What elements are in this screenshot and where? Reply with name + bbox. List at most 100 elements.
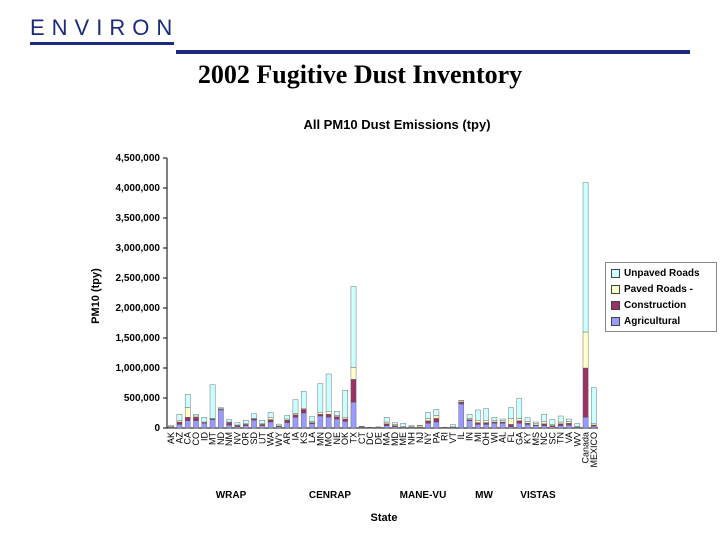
x-tick-label: MI bbox=[473, 432, 483, 442]
x-tick-label: MD bbox=[390, 432, 400, 446]
bar-segment bbox=[350, 379, 357, 403]
bar-segment bbox=[317, 414, 324, 417]
bar-segment bbox=[433, 409, 440, 416]
bar-segment bbox=[466, 420, 473, 429]
legend-label: Construction bbox=[624, 300, 687, 311]
bar-segment bbox=[300, 391, 307, 409]
x-tick-label: VA bbox=[564, 432, 574, 443]
bar-segment bbox=[383, 421, 390, 424]
bar-segment bbox=[300, 412, 307, 429]
bar-segment bbox=[541, 425, 547, 429]
legend-item-unpaved: Unpaved Roads bbox=[611, 268, 700, 279]
environ-logo: ENVIRON bbox=[30, 16, 174, 45]
bar-segment bbox=[417, 425, 423, 427]
bar-segment bbox=[524, 417, 531, 422]
x-tick-label: ID bbox=[199, 431, 209, 441]
bar-segment bbox=[284, 415, 290, 420]
bar-segment bbox=[566, 423, 572, 426]
bar-segment bbox=[350, 402, 357, 429]
bar-segment bbox=[284, 420, 290, 423]
y-tick-label: 1,500,000 bbox=[116, 333, 161, 344]
bar-segment bbox=[267, 417, 274, 420]
bar-segment bbox=[582, 331, 589, 369]
x-tick-label: RI bbox=[440, 432, 450, 441]
x-tick-label: AR bbox=[282, 432, 292, 445]
bar-segment bbox=[184, 420, 191, 429]
y-axis-label: PM10 (tpy) bbox=[90, 268, 102, 324]
region-label: MANE-VU bbox=[400, 490, 447, 501]
bar-segment bbox=[284, 422, 290, 429]
bar-segment bbox=[458, 403, 465, 429]
legend-label: Paved Roads - bbox=[624, 284, 693, 295]
x-tick-label: PA bbox=[431, 432, 441, 443]
bar-segment bbox=[334, 418, 340, 429]
bar-segment bbox=[325, 373, 332, 412]
bar-segment bbox=[234, 422, 241, 426]
bar-segment bbox=[300, 409, 307, 414]
x-tick-label: ND bbox=[216, 432, 226, 445]
region-label: CENRAP bbox=[309, 490, 352, 501]
bar-segment bbox=[325, 414, 332, 418]
x-tick-label: NJ bbox=[415, 432, 425, 443]
x-tick-label: NC bbox=[539, 432, 549, 445]
x-tick-label: KY bbox=[523, 432, 533, 444]
bar-segment bbox=[458, 402, 465, 405]
bar-segment bbox=[475, 420, 481, 423]
bar-segment bbox=[317, 383, 324, 413]
bar-segment bbox=[425, 423, 431, 429]
x-tick-label: CO bbox=[191, 432, 201, 446]
legend-swatch bbox=[611, 284, 620, 294]
bar-segment bbox=[176, 420, 183, 423]
y-tick-label: 3,000,000 bbox=[116, 243, 161, 254]
y-tick-label: 500,000 bbox=[124, 393, 161, 404]
bar-segment bbox=[582, 417, 589, 429]
bar-segment bbox=[566, 421, 572, 424]
bar-segment bbox=[408, 425, 415, 428]
bar-segment bbox=[483, 420, 489, 423]
x-tick-label: NH bbox=[407, 432, 417, 445]
legend-item-agricultural: Agricultural bbox=[611, 316, 680, 327]
x-tick-label: CT bbox=[357, 432, 367, 444]
bar-segment bbox=[475, 422, 481, 425]
bar-segment bbox=[259, 420, 266, 425]
bar-segment bbox=[317, 412, 324, 415]
bar-segment bbox=[524, 424, 531, 429]
legend-swatch bbox=[611, 268, 620, 278]
bar-segment bbox=[491, 423, 498, 429]
bar-segment bbox=[193, 414, 199, 417]
y-tick-label: 3,500,000 bbox=[116, 213, 161, 224]
bar-segment bbox=[475, 409, 481, 421]
bar-segment bbox=[218, 407, 224, 410]
bar-segment bbox=[168, 425, 174, 427]
bar-segment bbox=[425, 412, 431, 419]
bar-segment bbox=[433, 421, 440, 429]
legend: Unpaved Roads Paved Roads - Construction… bbox=[605, 262, 717, 332]
bar-segment bbox=[309, 416, 315, 422]
bar-segment bbox=[591, 426, 597, 429]
bar-segment bbox=[334, 411, 340, 416]
bar-segment bbox=[292, 417, 299, 429]
bar-segment bbox=[226, 419, 232, 423]
bar-segment bbox=[226, 422, 232, 426]
x-tick-label: UT bbox=[257, 432, 267, 444]
bar-segment bbox=[516, 418, 523, 421]
bar-segment bbox=[533, 421, 539, 424]
bar-segment bbox=[209, 384, 216, 419]
bar-segment bbox=[242, 420, 249, 425]
x-tick-label: IN bbox=[465, 432, 475, 441]
bar-segment bbox=[541, 421, 547, 424]
bar-segment bbox=[516, 423, 523, 429]
bar-segment bbox=[251, 413, 257, 419]
region-label: VISTAS bbox=[520, 490, 556, 501]
x-tick-label: OH bbox=[481, 432, 491, 446]
bar-segment bbox=[325, 417, 332, 429]
bar-segment bbox=[383, 425, 390, 429]
bar-segment bbox=[516, 420, 523, 424]
x-tick-label: TN bbox=[556, 432, 566, 444]
bar-segment bbox=[566, 418, 572, 422]
x-tick-label: MEXICO bbox=[589, 432, 599, 468]
bar-segment bbox=[242, 425, 249, 429]
x-axis-label: State bbox=[371, 512, 398, 524]
bar-segment bbox=[591, 387, 597, 424]
bar-segment bbox=[201, 423, 208, 429]
